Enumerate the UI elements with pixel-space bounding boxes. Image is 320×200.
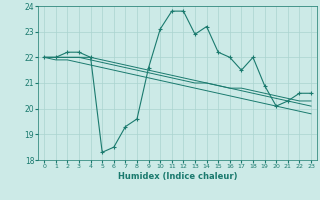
- X-axis label: Humidex (Indice chaleur): Humidex (Indice chaleur): [118, 172, 237, 181]
